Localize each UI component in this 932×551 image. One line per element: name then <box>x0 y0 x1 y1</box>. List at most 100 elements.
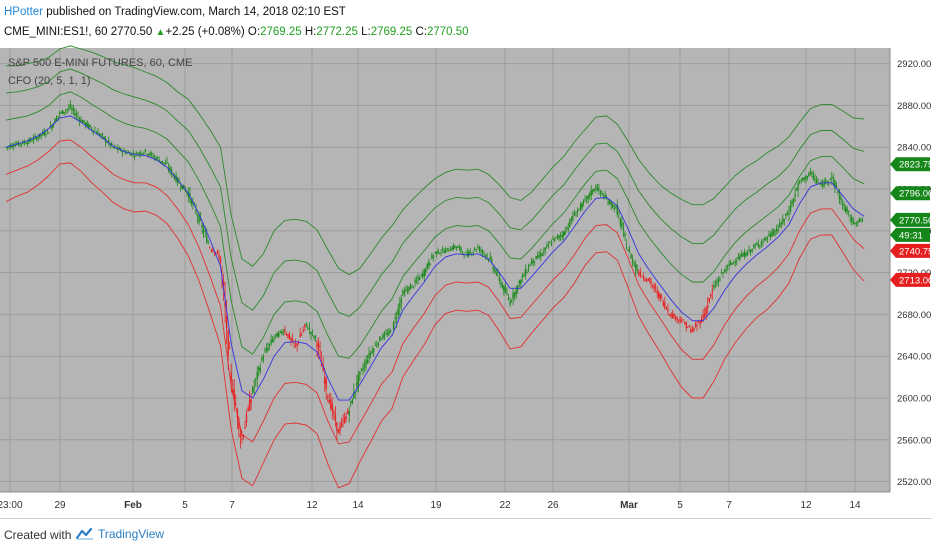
candle-group <box>380 327 392 341</box>
candle-body <box>717 279 720 282</box>
candle-body <box>365 360 367 366</box>
candle-body <box>432 256 435 258</box>
candle-group <box>327 393 338 440</box>
chart-area[interactable]: 2920.002880.002840.002800.002760.002720.… <box>0 44 932 518</box>
candle-body <box>327 395 329 398</box>
candle-body <box>736 260 738 262</box>
price-axis-background[interactable] <box>890 48 932 492</box>
candle-body <box>5 147 7 148</box>
candle-body <box>673 314 675 318</box>
candle-body <box>98 134 101 136</box>
candle-body <box>668 314 671 316</box>
candle-body <box>394 317 396 319</box>
candle-body <box>544 247 546 251</box>
candle-body <box>247 407 249 411</box>
candle-body <box>242 435 245 438</box>
candle-body <box>586 196 588 199</box>
candle-body <box>509 301 511 305</box>
candle-body <box>730 262 732 265</box>
x-tick-label: 23:00 <box>0 500 23 511</box>
author-link[interactable]: HPotter <box>4 6 43 18</box>
candle-body <box>350 401 352 403</box>
candle-body <box>23 142 26 143</box>
candle-body <box>273 337 275 339</box>
candle-body <box>654 287 657 289</box>
candle-body <box>483 253 485 254</box>
indicator-label[interactable]: CFO (20, 5, 1, 1) <box>8 75 91 87</box>
candle-body <box>690 329 692 333</box>
candle-body <box>140 152 142 155</box>
candle-body <box>134 156 136 157</box>
candle-body <box>129 153 131 156</box>
price-tag-lower: 2740.75 <box>890 243 932 258</box>
candle-group <box>423 252 435 282</box>
candle-body <box>374 345 376 346</box>
price-tag-label: 49:31 <box>899 230 923 241</box>
candle-body <box>455 246 458 248</box>
candle-body <box>342 420 344 421</box>
candle-group <box>252 355 263 395</box>
tradingview-brand[interactable]: TradingView <box>76 527 164 541</box>
y-tick-label: 2600.00 <box>897 393 931 404</box>
candle-body <box>239 433 242 437</box>
candle-body <box>746 252 749 255</box>
candle-body <box>825 180 827 182</box>
candle-body <box>334 415 337 422</box>
candle-body <box>656 290 658 294</box>
candle-body <box>837 191 839 193</box>
symbol-label[interactable]: CME_MINI:ES1!, 60 <box>4 26 108 38</box>
candle-body <box>212 250 214 252</box>
candle-body <box>694 324 697 326</box>
candle-body <box>503 285 505 292</box>
price-chart[interactable]: 2920.002880.002840.002800.002760.002720.… <box>0 44 932 518</box>
candle-body <box>641 276 643 277</box>
candle-body <box>500 282 502 286</box>
candle-body <box>555 236 557 238</box>
candle-body <box>593 189 595 192</box>
time-axis-background[interactable] <box>0 492 932 518</box>
candle-body <box>553 238 556 241</box>
candle-body <box>169 167 171 170</box>
candle-body <box>68 107 70 109</box>
x-tick-label: 5 <box>677 500 683 511</box>
candle-body <box>233 389 235 401</box>
candle-body <box>512 292 514 299</box>
candle-body <box>704 313 706 317</box>
candle-body <box>763 238 766 240</box>
candle-body <box>411 284 413 286</box>
candle-body <box>798 180 801 182</box>
candle-body <box>368 353 370 359</box>
candle-body <box>324 376 326 385</box>
candle-body <box>527 266 530 270</box>
candle-body <box>808 172 810 177</box>
candle-body <box>419 277 421 280</box>
candle-body <box>812 175 815 180</box>
candle-body <box>330 399 332 409</box>
candle-body <box>445 249 447 253</box>
candle-body <box>745 252 747 257</box>
candle-body <box>515 289 517 294</box>
candle-body <box>219 257 222 264</box>
candle-body <box>294 345 297 346</box>
candle-body <box>81 121 84 123</box>
low-label: L: <box>361 26 371 38</box>
candle-body <box>106 142 108 143</box>
candle-body <box>258 367 260 370</box>
candle-body <box>674 317 677 320</box>
up-triangle-icon: ▲ <box>155 27 166 38</box>
candle-group <box>766 224 778 243</box>
candle-body <box>215 252 217 254</box>
candle-body <box>625 247 628 249</box>
band-line-upper-1 <box>5 91 865 359</box>
candle-group <box>144 148 156 161</box>
candle-group <box>552 231 563 243</box>
candle-body <box>446 248 448 249</box>
candle-body <box>328 400 330 404</box>
plot-background[interactable] <box>0 48 890 492</box>
candle-body <box>782 218 784 224</box>
candle-body <box>31 140 33 142</box>
candle-body <box>682 319 684 321</box>
x-tick-label: Feb <box>124 500 142 511</box>
candle-body <box>844 207 847 213</box>
candle-body <box>681 321 683 323</box>
